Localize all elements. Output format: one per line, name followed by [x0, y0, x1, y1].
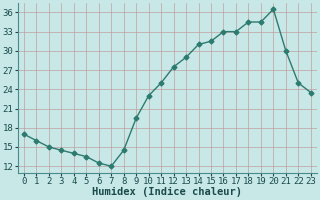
X-axis label: Humidex (Indice chaleur): Humidex (Indice chaleur) [92, 187, 242, 197]
